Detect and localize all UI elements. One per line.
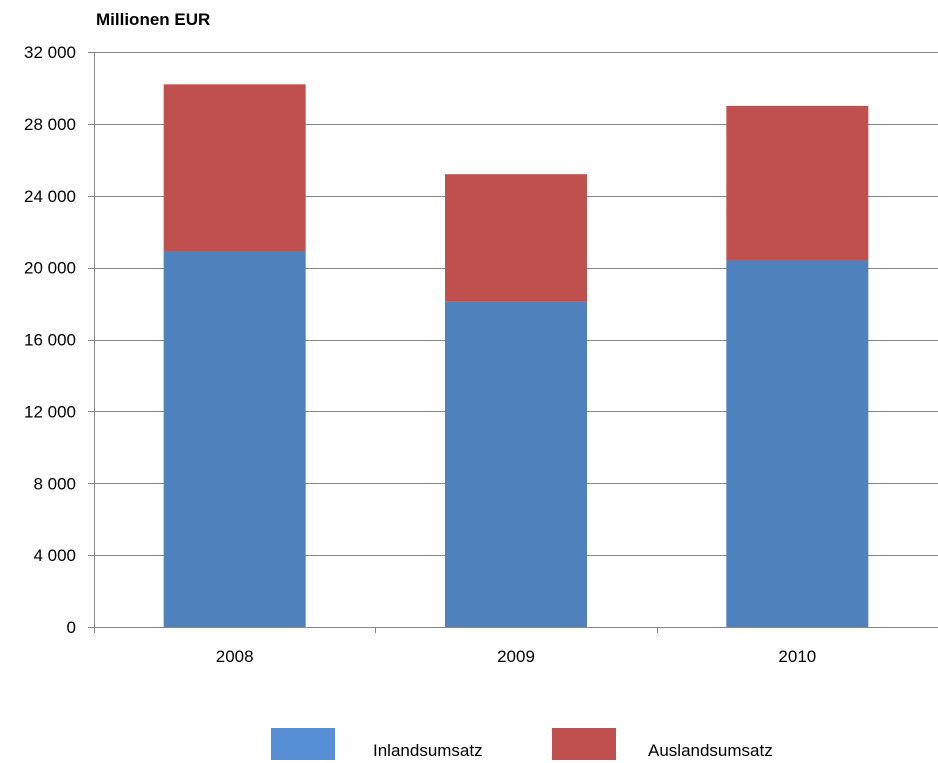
- y-tick-label: 28 000: [24, 115, 76, 134]
- x-tick-label: 2009: [497, 647, 535, 666]
- legend-swatch-inlandsumsatz: [271, 728, 335, 760]
- x-tick-labels: 2008 2009 2010: [216, 647, 816, 666]
- bar-auslandsumsatz-2009: [445, 174, 587, 302]
- bar-auslandsumsatz-2008: [163, 84, 306, 252]
- y-tick-label: 32 000: [24, 43, 76, 62]
- x-tick-label: 2010: [778, 647, 816, 666]
- legend-label-inlandsumsatz: Inlandsumsatz: [373, 741, 483, 760]
- bar-inlandsumsatz-2008: [163, 251, 306, 627]
- bar-inlandsumsatz-2010: [726, 260, 869, 627]
- y-tick-label: 16 000: [24, 331, 76, 350]
- y-tick-labels: 0 4 000 8 000 12 000 16 000 20 000 24 000 28 00…: [24, 43, 76, 637]
- y-tick-label: 12 000: [24, 402, 76, 421]
- bars: [163, 84, 869, 627]
- y-tick-label: 20 000: [24, 259, 76, 278]
- x-tick-label: 2008: [216, 647, 254, 666]
- legend: Inlandsumsatz Auslandsumsatz: [271, 728, 773, 760]
- y-tick-label: 8 000: [33, 474, 76, 493]
- axes: [88, 52, 938, 633]
- bar-auslandsumsatz-2010: [726, 105, 869, 261]
- legend-swatch-auslandsumsatz: [552, 728, 616, 760]
- legend-label-auslandsumsatz: Auslandsumsatz: [648, 741, 773, 760]
- y-tick-label: 4 000: [33, 546, 76, 565]
- bar-inlandsumsatz-2009: [445, 301, 587, 627]
- y-tick-label: 0: [67, 618, 76, 637]
- y-axis-unit-label: Millionen EUR: [96, 10, 210, 29]
- y-tick-label: 24 000: [24, 187, 76, 206]
